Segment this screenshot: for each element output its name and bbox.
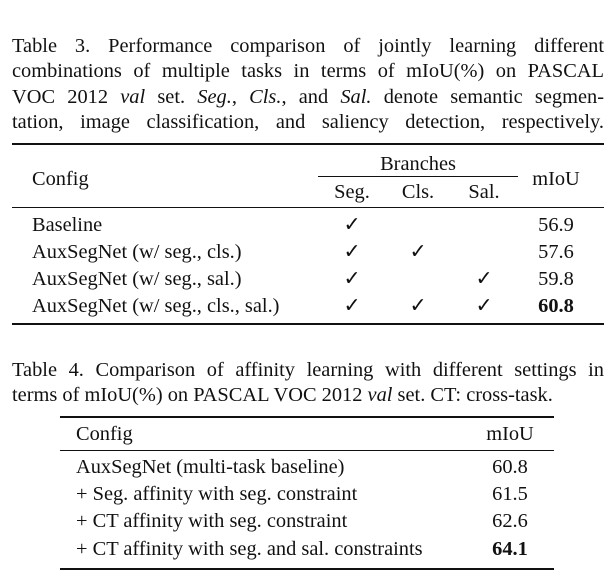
table4-header-config: Config	[76, 423, 133, 445]
table3-header-sal: Sal.	[468, 181, 500, 203]
table4-bottom-rule	[60, 568, 554, 570]
table3-row-miou: 57.6	[538, 241, 574, 263]
table3-caption-line: tation, image classification, and salien…	[12, 111, 604, 134]
check-icon: ✓	[409, 241, 427, 263]
table4-caption-line: terms of mIoU(%) on PASCAL VOC 2012 val …	[12, 384, 553, 407]
table3-header-miou: mIoU	[532, 168, 580, 190]
check-icon: ✓	[409, 295, 427, 317]
table4-header-miou: mIoU	[486, 423, 534, 445]
table3-row-miou: 60.8	[538, 295, 574, 317]
table4-row-miou: 61.5	[492, 483, 528, 505]
table4-row-miou: 60.8	[492, 456, 528, 478]
table3-header-config: Config	[32, 168, 89, 190]
table4-row-config: + Seg. affinity with seg. constraint	[76, 483, 358, 505]
table3-caption-line: VOC 2012 val set. Seg., Cls., and Sal. d…	[12, 85, 604, 108]
table4-row-config: AuxSegNet (multi-task baseline)	[76, 456, 345, 478]
table4-row-config: + CT affinity with seg. and sal. constra…	[76, 538, 423, 560]
table4-row-miou: 62.6	[492, 510, 528, 532]
table3-caption-line: Table 3. Performance comparison of joint…	[12, 35, 604, 57]
table3-caption: Table 3. Performance comparison of joint…	[12, 34, 604, 136]
check-icon: ✓	[343, 214, 361, 236]
table3-header-seg: Seg.	[334, 181, 370, 203]
table3-row-config: Baseline	[32, 214, 103, 236]
table3-header-branches: Branches	[380, 153, 456, 175]
table3-top-rule	[12, 143, 604, 145]
table3-branches-rule	[318, 176, 518, 177]
table4-header-rule	[60, 450, 554, 451]
check-icon: ✓	[343, 295, 361, 317]
table4-row-miou: 64.1	[492, 538, 528, 560]
check-icon: ✓	[475, 295, 493, 317]
table3-row-miou: 56.9	[538, 214, 574, 236]
table3-header-rule	[12, 207, 604, 208]
table4-caption: Table 4. Comparison of affinity learning…	[12, 358, 604, 409]
table3-row-miou: 59.8	[538, 268, 574, 290]
check-icon: ✓	[475, 268, 493, 290]
check-icon: ✓	[343, 268, 361, 290]
table3-row-config: AuxSegNet (w/ seg., sal.)	[32, 268, 242, 290]
table4-row-config: + CT affinity with seg. constraint	[76, 510, 348, 532]
check-icon: ✓	[343, 241, 361, 263]
table4-caption-line: Table 4. Comparison of affinity learning…	[12, 359, 604, 381]
table3-bottom-rule	[12, 323, 604, 325]
table3-header-cls: Cls.	[401, 181, 435, 203]
table3-row-config: AuxSegNet (w/ seg., cls., sal.)	[32, 295, 280, 317]
table3-row-config: AuxSegNet (w/ seg., cls.)	[32, 241, 242, 263]
table3-caption-line: combinations of multiple tasks in terms …	[12, 60, 604, 83]
table4-top-rule	[60, 416, 554, 418]
